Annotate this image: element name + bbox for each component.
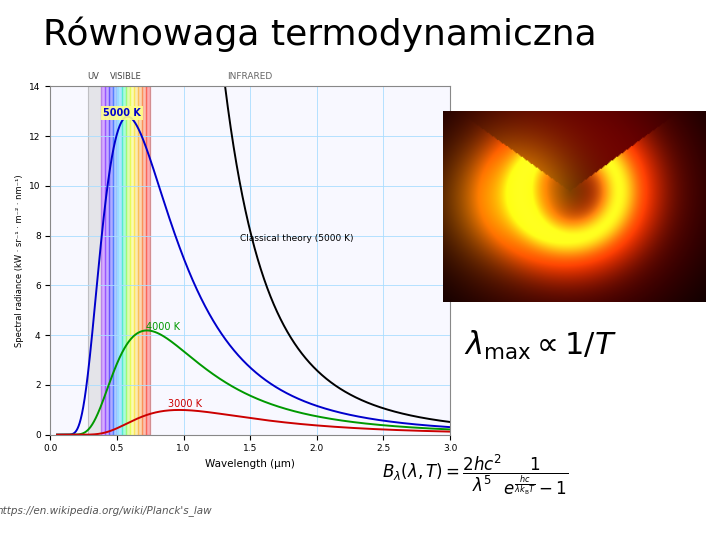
Text: INFRARED: INFRARED [228,72,273,81]
Text: UV: UV [87,72,99,81]
Text: Classical theory (5000 K): Classical theory (5000 K) [240,234,353,242]
Bar [126,86,130,435]
Text: VISIBLE: VISIBLE [109,72,142,81]
Text: Równowaga termodynamiczna: Równowaga termodynamiczna [43,16,597,52]
Bar [122,86,126,435]
Bar [105,86,109,435]
Bar [146,86,150,435]
Text: $B_{\lambda}(\lambda,T) = \dfrac{2hc^2}{\lambda^5} \dfrac{1}{e^{\frac{hc}{\lambd: $B_{\lambda}(\lambda,T) = \dfrac{2hc^2}{… [382,453,568,497]
Text: 5000 K: 5000 K [103,108,141,118]
Bar [88,86,101,435]
Text: $\lambda_{\mathrm{max}} \propto 1/T$: $\lambda_{\mathrm{max}} \propto 1/T$ [464,329,616,362]
Bar [134,86,138,435]
Text: https://en.wikipedia.org/wiki/Planck's_law: https://en.wikipedia.org/wiki/Planck's_l… [0,505,212,516]
Bar [138,86,142,435]
Bar [117,86,122,435]
Bar [101,86,105,435]
Text: 3000 K: 3000 K [168,400,202,409]
Bar [142,86,146,435]
Text: 4000 K: 4000 K [146,322,180,332]
Bar [113,86,117,435]
Bar [109,86,113,435]
Y-axis label: Spectral radiance (kW · sr⁻¹ · m⁻² · nm⁻¹): Spectral radiance (kW · sr⁻¹ · m⁻² · nm⁻… [14,174,24,347]
Bar [130,86,134,435]
X-axis label: Wavelength (μm): Wavelength (μm) [205,459,295,469]
